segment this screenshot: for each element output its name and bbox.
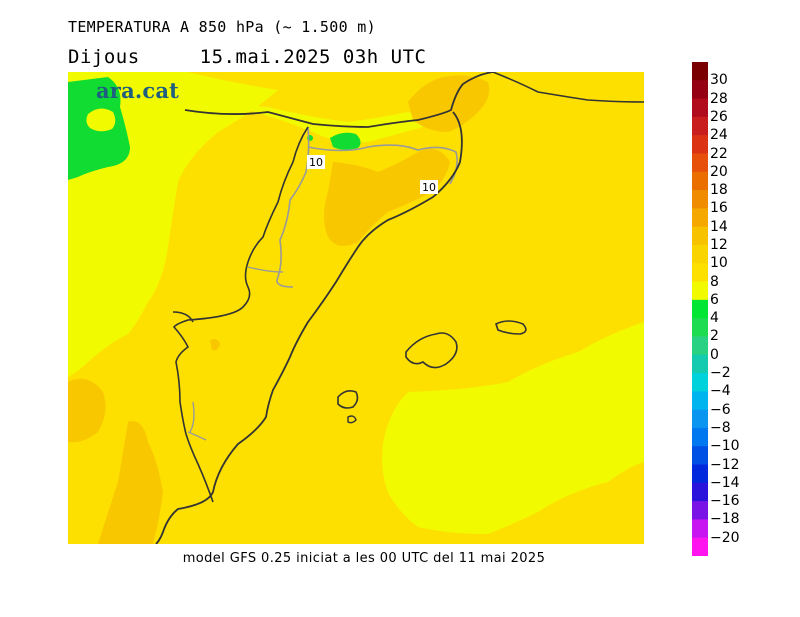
legend-label: 4	[710, 310, 719, 327]
legend-swatch	[692, 208, 708, 228]
legend-label: 10	[710, 255, 728, 272]
legend-swatch	[692, 373, 708, 392]
legend-swatch	[692, 501, 708, 520]
legend-label: 28	[710, 90, 728, 107]
forecast-date: 15.mai.2025 03h UTC	[199, 46, 427, 68]
legend-swatch	[692, 409, 708, 429]
field-10-12-west	[68, 378, 106, 443]
temperature-map: 10 10	[68, 71, 645, 545]
legend-label: −12	[710, 456, 740, 473]
coastline	[155, 71, 494, 545]
legend-label: 8	[710, 273, 719, 290]
legend-label: 0	[710, 346, 719, 363]
legend-label: 22	[710, 145, 728, 162]
legend-swatch	[692, 336, 708, 356]
legend-swatch	[692, 391, 708, 411]
field-6-8-southeast	[382, 322, 644, 534]
legend-swatch	[692, 519, 708, 539]
legend-swatch	[692, 299, 708, 319]
coastline-west	[172, 126, 309, 503]
legend-swatch	[692, 116, 708, 136]
field-10-12-southwest	[98, 421, 163, 544]
legend-label: 24	[710, 127, 728, 144]
island-mallorca	[405, 332, 458, 369]
coastline-north	[492, 71, 645, 103]
legend-label: −18	[710, 511, 740, 528]
legend-label: −2	[710, 365, 731, 381]
field-10-12-small	[210, 339, 220, 351]
legend-swatch	[692, 135, 708, 154]
model-footer: model GFS 0.25 iniciat a les 00 UTC del …	[182, 551, 546, 566]
legend-swatch	[692, 427, 708, 447]
political-border	[276, 126, 458, 288]
isotherm-label-2: 10	[422, 181, 436, 194]
legend-swatch	[692, 153, 708, 173]
legend-swatch	[692, 281, 708, 301]
legend-swatch	[692, 464, 708, 484]
legend-label: −8	[710, 419, 731, 436]
legend-swatch	[692, 190, 708, 209]
legend-label: −20	[710, 529, 740, 546]
legend-swatch	[692, 446, 708, 466]
legend-label: 14	[710, 218, 728, 235]
field-6-8-hole	[86, 108, 116, 132]
legend-label: 6	[710, 291, 719, 308]
legend-label: −14	[710, 474, 740, 491]
legend-swatch	[692, 226, 708, 246]
legend-swatch	[692, 318, 708, 337]
aracat-logo: ara.cat	[96, 78, 180, 103]
isotherm-label-box-1	[307, 155, 325, 169]
legend-colorbar	[692, 62, 708, 556]
legend-label: 18	[710, 182, 728, 199]
isotherm-label-box-2	[420, 180, 438, 194]
legend-label: 26	[710, 108, 728, 125]
legend-swatch	[692, 482, 708, 502]
legend-swatch	[692, 354, 708, 374]
color-legend: 30 28 26 24 22 20 18 16 14 12 10 8 6 4 2 0 −2 −4 −6 −8 −10 −1…	[692, 62, 792, 556]
field-10-12-catalonia	[324, 148, 450, 246]
legend-label: 2	[710, 328, 719, 345]
field-4-6-pyrenees	[330, 132, 361, 150]
legend-swatch	[692, 62, 708, 81]
legend-swatch	[692, 171, 708, 191]
legend-label: 12	[710, 237, 728, 253]
island-ibiza	[337, 390, 359, 409]
map-subtitle: Dijous 15.mai.2025 03h UTC	[68, 46, 426, 68]
legend-swatch	[692, 80, 708, 100]
island-formentera	[347, 415, 357, 424]
legend-label: −10	[710, 438, 740, 455]
legend-label: 20	[710, 163, 728, 180]
legend-label: 30	[710, 72, 728, 89]
map-canvas: 10 10	[68, 71, 645, 545]
forecast-day: Dijous	[68, 46, 140, 68]
legend-label: 16	[710, 200, 728, 217]
map-title: TEMPERATURA A 850 hPa (~ 1.500 m)	[68, 18, 376, 36]
legend-swatch	[692, 98, 708, 118]
legend-label: −6	[710, 401, 731, 418]
legend-label: −16	[710, 493, 740, 510]
legend-label: −4	[710, 383, 731, 400]
isotherm-label-1: 10	[309, 156, 323, 169]
legend-swatch	[692, 263, 708, 283]
island-menorca	[495, 320, 527, 335]
legend-swatch	[692, 537, 708, 556]
legend-swatch	[692, 244, 708, 264]
political-border-south	[187, 266, 284, 441]
